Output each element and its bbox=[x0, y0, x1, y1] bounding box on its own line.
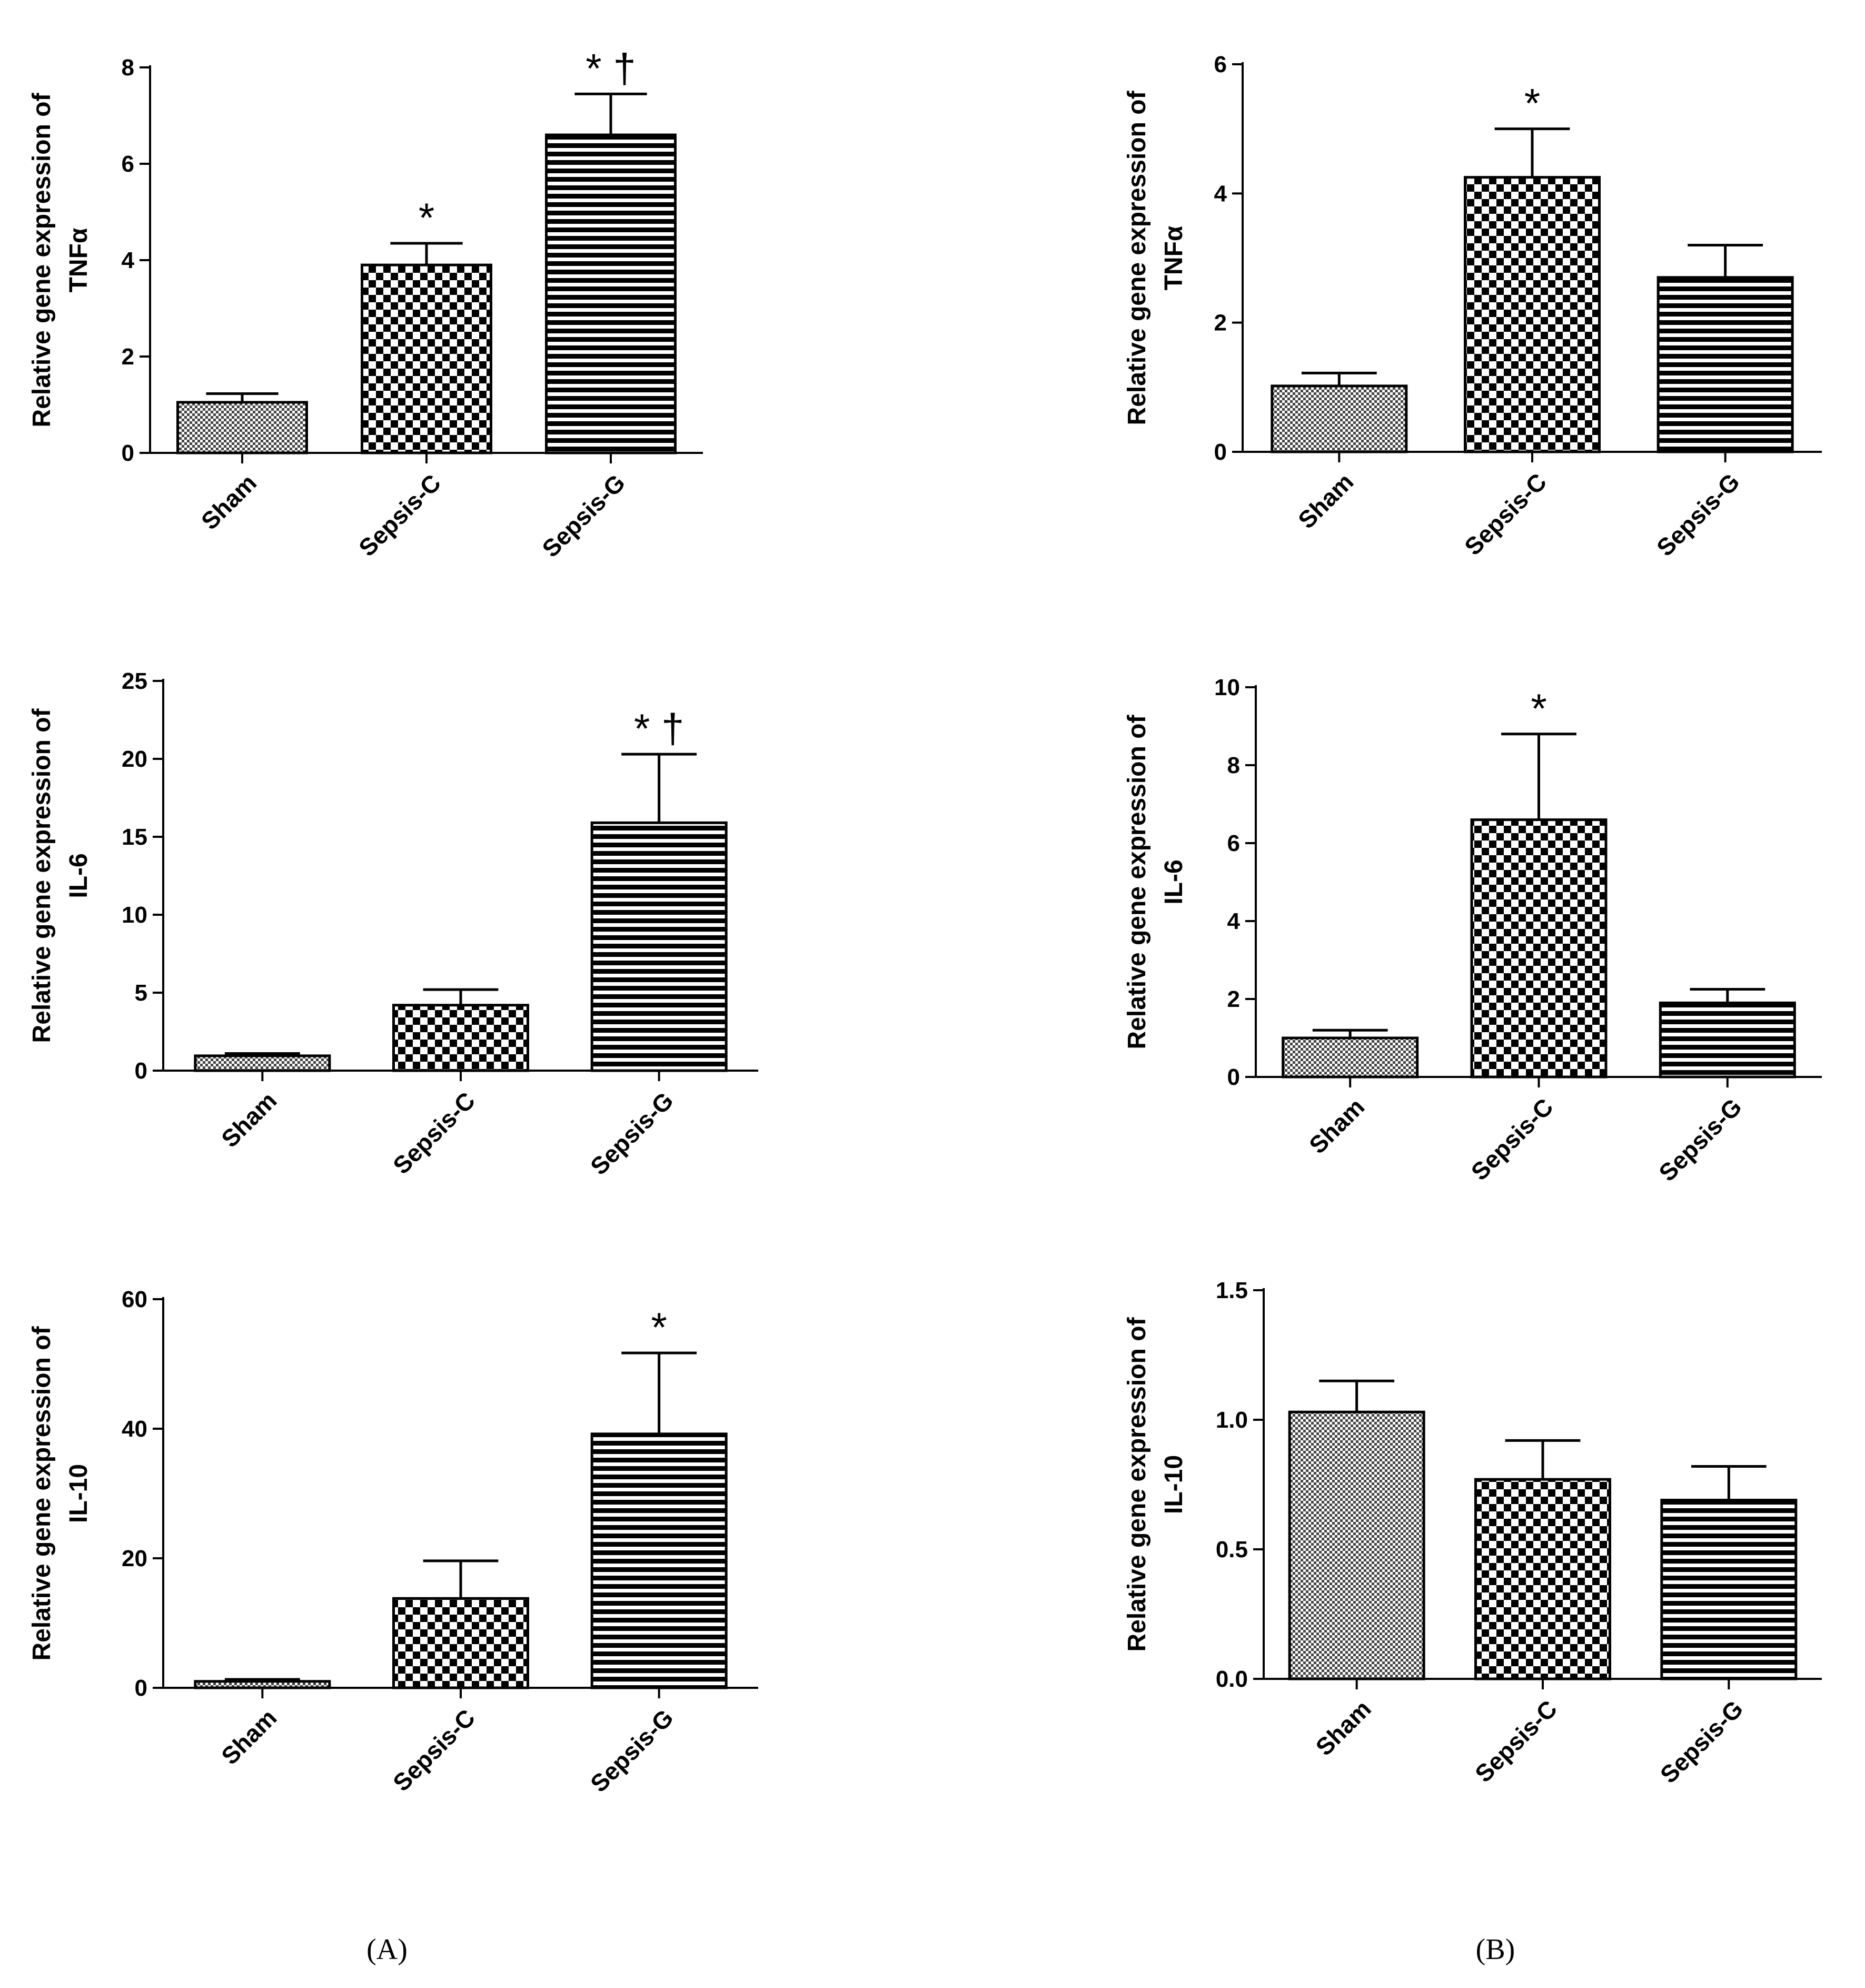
significance-annotation: * bbox=[651, 1304, 667, 1350]
chart-b-il10: 0.0 0.5 1.0 1.5 Relative gene expression of I… bbox=[1123, 1278, 1822, 1788]
bar-sepsis-g bbox=[545, 133, 677, 454]
y-tick-label: 6 bbox=[1227, 830, 1240, 856]
x-tick-label: Sham bbox=[196, 469, 262, 535]
x-tick-label: Sepsis-G bbox=[1653, 1093, 1747, 1186]
y-tick-label: 10 bbox=[1214, 675, 1240, 700]
bar-sepsis-g bbox=[1656, 276, 1794, 453]
x-tick-label: Sepsis-C bbox=[388, 1704, 480, 1796]
x-tick-label: Sham bbox=[216, 1086, 282, 1152]
y-axis-label-line1: Relative gene expression of bbox=[28, 1326, 56, 1661]
y-axis-label-line1: Relative gene expression of bbox=[1123, 715, 1151, 1050]
bar-sepsis-c bbox=[361, 263, 492, 454]
bar-sham bbox=[1282, 1036, 1419, 1079]
y-axis-label-line1: Relative gene expression of bbox=[28, 93, 56, 428]
chart-b-il6: 0 2 4 6 8 10 Relative gene expression of IL-6 Sh… bbox=[1123, 675, 1822, 1186]
bar-sham bbox=[1271, 384, 1408, 453]
x-tick-label: Sepsis-C bbox=[1459, 468, 1552, 560]
bar-sham bbox=[194, 1054, 331, 1072]
y-tick-label: 0 bbox=[135, 1675, 147, 1701]
y-tick-label: 0.5 bbox=[1216, 1537, 1248, 1562]
y-tick-label: 2 bbox=[1227, 986, 1240, 1012]
chart-a-tnf: 0 2 4 6 8 Relative gene expression of TNFα Sham… bbox=[28, 45, 703, 562]
x-tick-label: Sepsis-G bbox=[1651, 468, 1745, 561]
panel-label-a: (A) bbox=[366, 1933, 408, 1966]
y-axis-label-line1: Relative gene expression of bbox=[28, 708, 56, 1043]
bar-sepsis-g bbox=[1660, 1499, 1798, 1680]
significance-annotation: * bbox=[419, 194, 434, 241]
y-tick-label: 10 bbox=[122, 902, 147, 928]
x-tick-label: Sham bbox=[216, 1704, 282, 1769]
y-tick-label: 2 bbox=[122, 344, 134, 370]
y-axis-label-line2: TNFα bbox=[65, 228, 93, 292]
x-tick-label: Sepsis-C bbox=[353, 469, 446, 561]
y-tick-label: 1.0 bbox=[1216, 1407, 1248, 1433]
x-tick-label: Sepsis-G bbox=[585, 1704, 679, 1797]
y-axis-label-line1: Relative gene expression of bbox=[1123, 1317, 1151, 1652]
bar-sham bbox=[176, 401, 308, 454]
y-tick-label: 0 bbox=[1227, 1064, 1240, 1090]
y-tick-label: 0 bbox=[1214, 439, 1227, 465]
x-tick-label: Sham bbox=[1310, 1695, 1376, 1760]
y-tick-label: 40 bbox=[122, 1416, 147, 1442]
x-tick-label: Sham bbox=[1304, 1093, 1370, 1159]
y-tick-label: 4 bbox=[1227, 908, 1241, 934]
bar-sepsis-c bbox=[1464, 176, 1601, 453]
x-tick-label: Sepsis-G bbox=[1655, 1695, 1749, 1788]
bar-sepsis-c bbox=[392, 1597, 529, 1689]
x-tick-label: Sepsis-G bbox=[537, 469, 630, 562]
y-tick-label: 25 bbox=[122, 668, 147, 694]
y-tick-label: 6 bbox=[1214, 52, 1227, 77]
y-tick-label: 6 bbox=[122, 151, 134, 177]
significance-annotation: * bbox=[1524, 80, 1540, 126]
bar-sham bbox=[1288, 1410, 1425, 1680]
panel-label-b: (B) bbox=[1476, 1933, 1515, 1966]
y-axis-label-line2: IL-6 bbox=[1160, 859, 1188, 904]
y-tick-label: 20 bbox=[122, 746, 147, 772]
y-tick-label: 4 bbox=[122, 248, 135, 273]
y-tick-label: 60 bbox=[122, 1287, 147, 1312]
chart-a-il6: 0 5 10 15 20 25 Relative gene expression of IL-… bbox=[28, 668, 758, 1180]
y-tick-label: 1.5 bbox=[1216, 1278, 1248, 1303]
y-tick-label: 0.0 bbox=[1216, 1666, 1248, 1692]
chart-a-il10: 0 20 40 60 Relative gene expression of IL-10 S… bbox=[28, 1287, 758, 1797]
y-tick-label: 0 bbox=[135, 1058, 147, 1084]
bar-sepsis-c bbox=[392, 1004, 529, 1072]
significance-annotation: * bbox=[1531, 685, 1546, 731]
bar-sepsis-c bbox=[1470, 818, 1608, 1079]
bar-sham bbox=[194, 1680, 331, 1689]
y-axis-label-line2: TNFα bbox=[1160, 225, 1188, 290]
x-tick-label: Sepsis-C bbox=[1470, 1695, 1562, 1787]
y-tick-label: 15 bbox=[122, 824, 147, 850]
x-tick-label: Sham bbox=[1293, 468, 1358, 533]
significance-annotation: * † bbox=[586, 45, 636, 91]
y-tick-label: 0 bbox=[122, 440, 134, 466]
y-tick-label: 8 bbox=[122, 55, 134, 81]
y-axis-label-line2: IL-6 bbox=[65, 853, 93, 898]
bar-sepsis-g bbox=[590, 1432, 728, 1689]
y-tick-label: 20 bbox=[122, 1546, 147, 1571]
y-tick-label: 8 bbox=[1227, 753, 1240, 778]
bar-sepsis-g bbox=[1659, 1001, 1796, 1079]
x-tick-label: Sepsis-C bbox=[388, 1086, 480, 1179]
bar-sepsis-g bbox=[590, 821, 728, 1072]
bar-sepsis-c bbox=[1474, 1478, 1611, 1680]
x-tick-label: Sepsis-C bbox=[1466, 1093, 1559, 1185]
chart-b-tnf: 0 2 4 6 Relative gene expression of TNFα Sham S… bbox=[1123, 52, 1822, 561]
y-axis-label-line1: Relative gene expression of bbox=[1123, 91, 1151, 426]
y-tick-label: 5 bbox=[135, 980, 147, 1006]
y-axis-label-line2: IL-10 bbox=[1160, 1455, 1188, 1514]
y-tick-label: 4 bbox=[1214, 181, 1227, 206]
x-tick-label: Sepsis-G bbox=[585, 1086, 679, 1180]
y-tick-label: 2 bbox=[1214, 310, 1227, 336]
y-axis-label-line2: IL-10 bbox=[65, 1464, 93, 1523]
significance-annotation: * † bbox=[634, 705, 684, 751]
